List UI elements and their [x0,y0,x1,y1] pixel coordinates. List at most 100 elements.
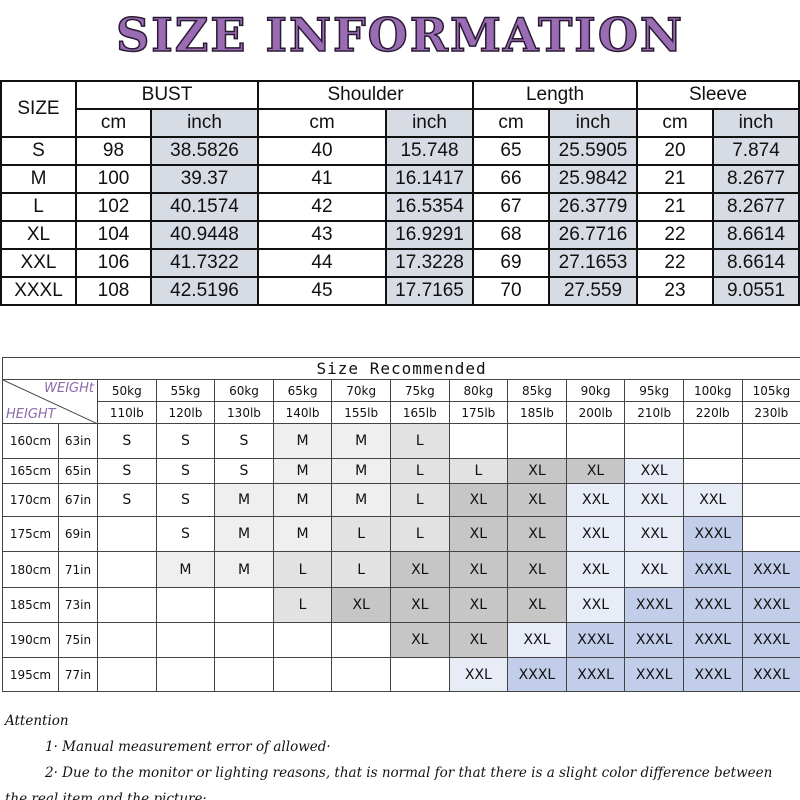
empty-cell [272,657,333,692]
weight-lb: 155lb [331,401,391,424]
subheader-cell: inch [150,108,259,138]
size-cell: M [272,423,333,459]
size-cell: M [214,551,274,588]
height-cm: 185cm [2,587,59,623]
size-cell: XXXL [682,516,743,552]
size-row: L 102 40.1574 42 16.5354 67 26.3779 21 8.2677 [0,192,800,222]
weight-kg: 105kg [741,379,800,402]
size-cell: XXL [448,657,509,692]
weight-lb: 220lb [682,401,743,424]
size-cell: XXXL [741,657,800,692]
title-row: Size Recommended [1,357,800,380]
size-cell: 43 [257,220,387,250]
size-cell: XL [565,458,626,484]
size-cell: 27.559 [548,276,638,306]
size-cell: 68 [472,220,550,250]
size-cell: 40.1574 [150,192,259,222]
size-cell: M [155,551,216,588]
weight-kg: 50kg [97,379,157,402]
empty-cell [682,423,743,459]
size-cell: XXL [0,248,77,278]
size-cell: 41.7322 [150,248,259,278]
size-cell: 41 [257,164,387,194]
height-in: 77in [58,657,98,692]
empty-cell [741,423,800,459]
size-cell: S [155,516,216,552]
weight-kg: 70kg [331,379,391,402]
weight-lb: 230lb [741,401,800,424]
size-cell: L [0,192,77,222]
empty-cell [331,657,391,692]
weight-lb: 175lb [448,401,509,424]
weight-lb: 120lb [155,401,216,424]
empty-cell [272,622,333,658]
size-cell: 15.748 [385,136,474,166]
height-cm: 170cm [2,483,59,517]
size-cell: XL [507,551,567,588]
height-row: 160cm 63in S S S M M L [2,423,800,459]
size-cell: XXL [565,483,626,517]
empty-cell [97,657,157,692]
subheader-cell: cm [75,108,152,138]
size-cell: XL [448,587,509,623]
size-cell: 9.0551 [711,276,800,306]
weight-kg-row: WEIGHt HEIGHT 50kg 55kg 60kg 65kg 70kg 75kg 80kg… [2,379,800,424]
height-cm: 190cm [2,622,59,658]
size-cell: M [331,423,391,459]
attention: Attention 1· Manual measurement error of… [5,708,795,800]
size-cell: M [272,458,333,484]
weight-lb: 130lb [214,401,274,424]
size-cell: L [389,516,450,552]
size-cell: 106 [75,248,152,278]
weight-lb: 200lb [565,401,626,424]
size-cell: 42 [257,192,387,222]
size-cell: 40.9448 [150,220,259,250]
size-cell: 66 [472,164,550,194]
height-in: 67in [58,483,98,517]
size-row: XL 104 40.9448 43 16.9291 68 26.7716 22 8.6614 [0,220,800,250]
size-cell: XXL [624,458,684,484]
size-cell: M [331,483,391,517]
size-cell: XXXL [624,622,684,658]
weight-kg: 55kg [155,379,216,402]
size-cell: XXXL [565,622,626,658]
size-cell: XL [507,458,567,484]
size-cell: 26.7716 [548,220,638,250]
size-cell: 69 [472,248,550,278]
height-label: HEIGHT [6,407,56,422]
weight-lb: 185lb [507,401,567,424]
size-cell: 25.5905 [548,136,638,166]
size-cell: XXXL [507,657,567,692]
weight-kg: 60kg [214,379,274,402]
size-cell: S [97,483,157,517]
size-cell: 39.37 [150,164,259,194]
size-cell: 20 [636,136,714,166]
size-cell: XL [507,587,567,623]
size-cell: XL [507,483,567,517]
size-row: S 98 38.5826 40 15.748 65 25.5905 20 7.874 [0,136,800,166]
size-cell: L [272,551,333,588]
empty-cell [155,622,216,658]
size-cell: XXXL [741,622,800,658]
size-cell: 16.5354 [385,192,474,222]
size-cell: XXL [624,551,684,588]
weight-lb: 140lb [272,401,333,424]
recommend-title: Size Recommended [1,357,800,380]
size-cell: XL [448,551,509,588]
weight-lb: 110lb [97,401,157,424]
height-row: 190cm 75in XL XL XXL XXXL XXXL XXXL XXXL [2,622,800,658]
weight-kg: 100kg [682,379,743,402]
size-cell: 17.7165 [385,276,474,306]
height-in: 65in [58,458,98,484]
corner-cell: WEIGHt HEIGHT [2,379,98,424]
size-cell: 67 [472,192,550,222]
size-cell: XXL [624,483,684,517]
note: 1· Manual measurement error of allowed· [45,739,331,755]
size-cell: 22 [636,248,714,278]
weight-lb-row: 110lb 120lb 130lb 140lb 155lb 165lb 175lb 185lb… [3,401,800,424]
size-cell: XXXL [741,587,800,623]
size-table: SIZE BUST Shoulder Length Sleeve cm inch cm inch… [0,80,800,306]
size-cell: XXL [507,622,567,658]
size-cell: 25.9842 [548,164,638,194]
size-cell: 8.6614 [711,248,800,278]
